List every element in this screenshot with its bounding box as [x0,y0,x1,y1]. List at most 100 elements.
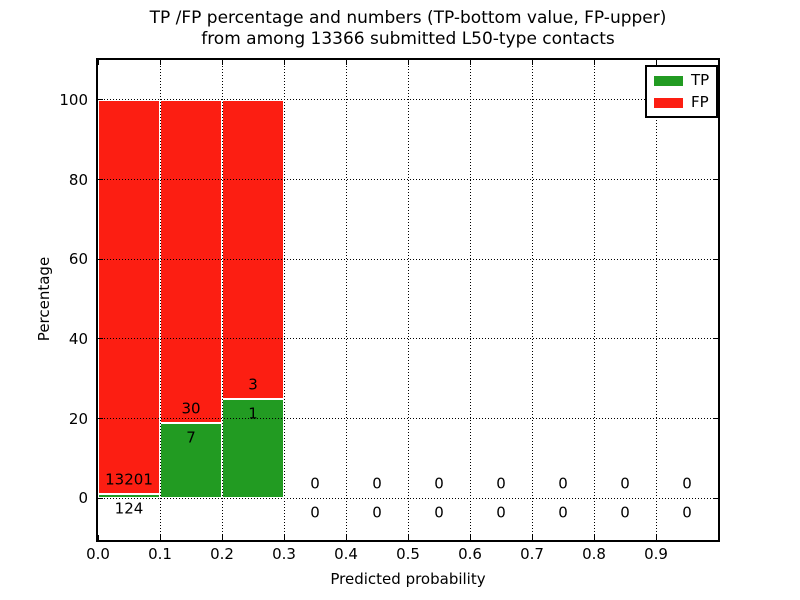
legend-swatch-tp [654,75,683,86]
fp-bar-segment [222,99,284,399]
legend-label-tp: TP [691,71,710,89]
legend-label-fp: FP [691,93,709,111]
legend-row-fp: FP [654,95,709,110]
x-tick-mark-bottom [531,535,533,540]
tp-count-label: 0 [682,503,692,522]
gridline-horizontal [98,418,718,419]
y-axis-label: Percentage [35,256,53,342]
x-tick-mark-top [159,60,161,65]
x-tick-mark-bottom [283,535,285,540]
fp-count-label: 0 [682,474,692,493]
x-tick-mark-bottom [221,535,223,540]
gridline-vertical [283,60,285,540]
x-tick-mark-bottom [407,535,409,540]
y-tick-mark-left [98,179,103,180]
y-tick-label: 80 [68,170,88,189]
y-tick-label: 100 [59,90,88,109]
y-tick-mark-left [98,99,103,101]
tp-count-label: 0 [372,503,382,522]
y-tick-label: 0 [78,489,88,508]
tp-count-label: 124 [114,499,144,518]
gridline-vertical [655,60,657,540]
x-tick-label: 0.6 [458,545,482,563]
x-tick-mark-bottom [469,535,471,540]
legend-swatch-fp [654,97,683,108]
fp-count-label: 0 [372,474,382,493]
fp-count-label: 0 [558,474,568,493]
x-tick-mark-bottom [655,535,657,540]
y-tick-label: 20 [68,409,88,428]
x-tick-mark-top [221,60,223,65]
x-tick-label: 0.3 [272,545,296,563]
fp-bar-segment [98,99,160,495]
fp-count-label: 30 [181,399,201,418]
x-tick-label: 0.2 [210,545,234,563]
tp-count-label: 0 [558,503,568,522]
x-tick-mark-bottom [593,535,595,540]
gridline-vertical [531,60,533,540]
gridline-horizontal [98,338,718,340]
y-tick-mark-right [713,418,718,419]
gridline-vertical [345,60,347,540]
gridline-horizontal [98,258,718,260]
x-tick-mark-bottom [345,535,347,540]
gridline-vertical [407,60,409,540]
x-tick-label: 0.7 [520,545,544,563]
x-tick-mark-top [345,60,347,65]
gridline-horizontal [98,179,718,180]
y-tick-mark-right [713,179,718,180]
chart-title: TP /FP percentage and numbers (TP-bottom… [96,8,720,50]
x-tick-mark-top [407,60,409,65]
x-tick-label: 0.4 [334,545,358,563]
x-tick-label: 0.0 [86,545,110,563]
x-axis-label: Predicted probability [330,570,486,588]
fp-count-label: 0 [620,474,630,493]
x-tick-label: 0.1 [148,545,172,563]
gridline-vertical [469,60,471,540]
tp-count-label: 0 [620,503,630,522]
x-tick-mark-top [593,60,595,65]
y-tick-mark-left [98,258,103,260]
gridline-vertical [221,60,223,540]
y-tick-mark-left [98,338,103,340]
gridline-horizontal [98,497,718,499]
fp-count-label: 0 [310,474,320,493]
y-tick-mark-right [713,258,718,260]
x-tick-label: 0.8 [582,545,606,563]
x-tick-mark-top [469,60,471,65]
x-tick-mark-top [531,60,533,65]
x-tick-mark-top [655,60,657,65]
plot-area: 13201 124 30 7 3 1 0 0 0 0 0 0 0 0 0 0 0 0 0 0 [96,58,720,542]
chart-title-line1: TP /FP percentage and numbers (TP-bottom… [149,8,667,28]
tp-count-label: 1 [248,404,258,423]
y-tick-mark-right [713,497,718,499]
tp-count-label: 0 [434,503,444,522]
fp-count-label: 3 [248,375,258,394]
x-tick-label: 0.5 [396,545,420,563]
y-tick-mark-right [713,338,718,340]
fp-count-label: 13201 [105,470,153,489]
y-tick-label: 60 [68,250,88,269]
fp-count-label: 0 [434,474,444,493]
tp-bar-segment [222,398,284,499]
fp-bar-segment [160,99,222,423]
y-tick-mark-left [98,497,103,499]
legend-row-tp: TP [654,73,709,88]
x-tick-mark-bottom [159,535,161,540]
legend: TP FP [645,65,719,118]
tp-count-label: 0 [310,503,320,522]
x-tick-mark-top [283,60,285,65]
chart-title-line2: from among 13366 submitted L50-type cont… [201,29,615,49]
tp-count-label: 0 [496,503,506,522]
y-tick-label: 40 [68,329,88,348]
gridline-horizontal [98,99,718,101]
gridline-vertical [159,60,161,540]
x-tick-label: 0.9 [644,545,668,563]
gridline-vertical [593,60,595,540]
fp-count-label: 0 [496,474,506,493]
x-tick-mark-top [97,60,99,65]
y-tick-mark-left [98,418,103,419]
x-tick-mark-bottom [97,535,99,540]
tp-count-label: 7 [186,428,196,447]
